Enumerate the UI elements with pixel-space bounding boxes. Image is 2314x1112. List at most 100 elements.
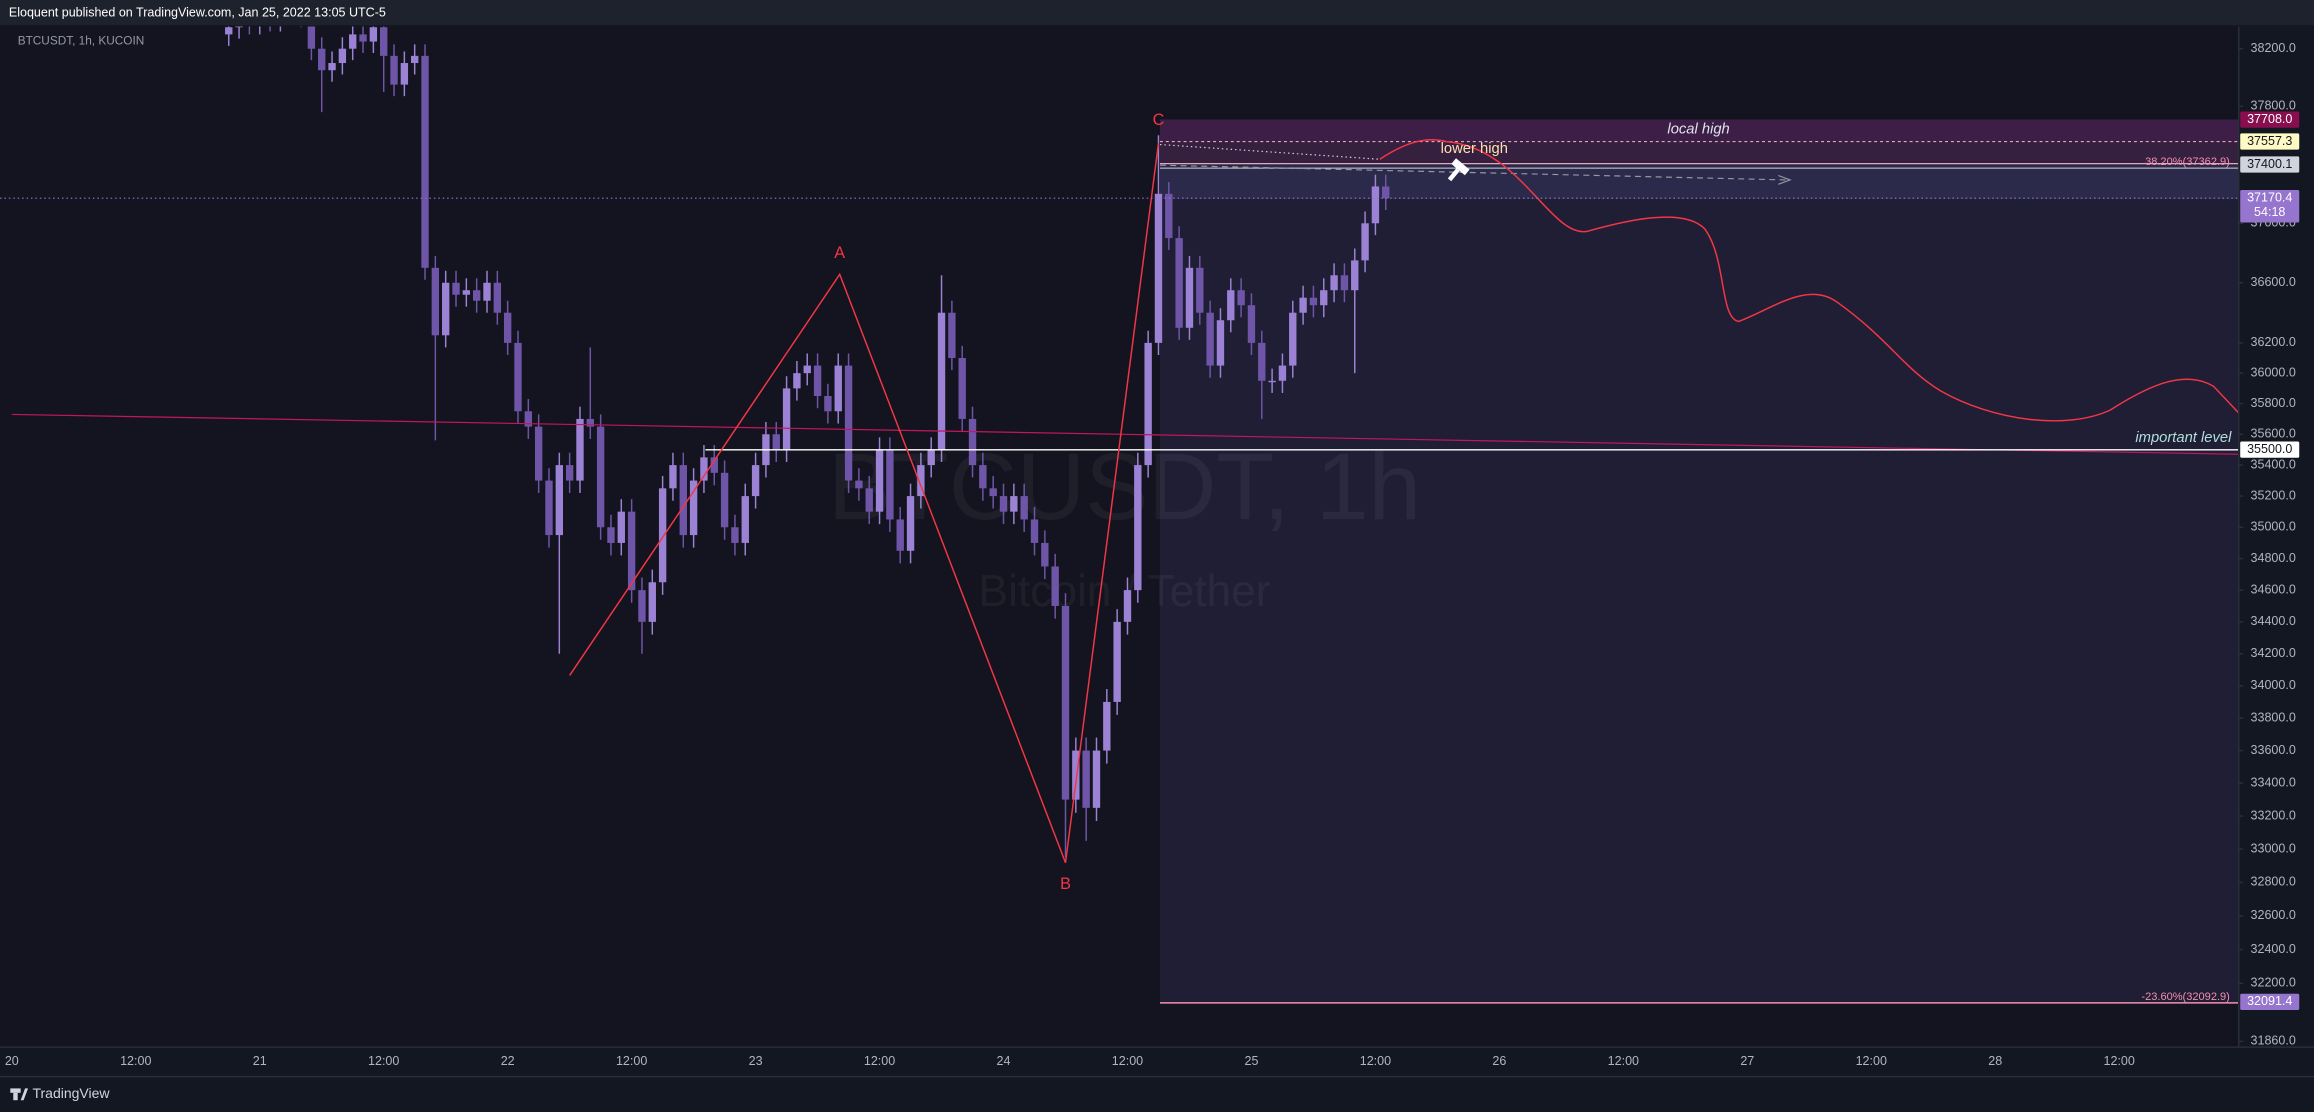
candle-body — [648, 582, 656, 622]
trend-line — [11, 413, 2239, 455]
y-tick-label: 32800.0 — [2251, 875, 2296, 889]
candle-body — [225, 27, 233, 35]
watermark: BTCUSDT, 1h — [828, 435, 1421, 540]
arrow — [1159, 164, 1786, 181]
symbol-info: BTCUSDT, 1h, KUCOIN — [18, 33, 145, 47]
tv-logo — [10, 1088, 29, 1101]
y-tick-label: 32200.0 — [2251, 976, 2296, 990]
wave-label: A — [834, 244, 845, 262]
candle-body — [534, 426, 543, 481]
candle-body — [545, 480, 553, 536]
candle-body — [514, 342, 522, 412]
y-tick-label: 36200.0 — [2251, 335, 2296, 349]
candle-body — [493, 282, 502, 313]
candle-body — [1103, 701, 1111, 751]
candle-body — [307, 26, 316, 49]
x-tick-label: 25 — [1244, 1054, 1258, 1068]
y-tick-label: 34800.0 — [2251, 551, 2296, 565]
y-tick-label: 36000.0 — [2251, 365, 2296, 379]
candle-body — [555, 465, 564, 536]
axes: 38200.037800.037000.036600.036200.036000… — [0, 41, 2300, 1068]
candle-body — [782, 388, 791, 450]
candle-body — [1134, 465, 1142, 591]
candle-body — [431, 267, 440, 336]
candle-body — [658, 488, 667, 583]
x-tick-label: 22 — [501, 1054, 515, 1068]
candle-body — [1051, 566, 1059, 606]
candle-body — [968, 418, 977, 466]
hammer-icon — [1447, 158, 1470, 182]
x-tick-label: 12:00 — [2104, 1054, 2135, 1068]
candle-body — [669, 465, 677, 489]
candle-body — [1278, 365, 1287, 381]
candle-body — [596, 426, 605, 528]
candle-body — [1041, 542, 1049, 567]
x-tick-label: 24 — [997, 1054, 1011, 1068]
candle-body — [1082, 750, 1090, 808]
candle-body — [235, 26, 243, 28]
x-tick-label: 12:00 — [1856, 1054, 1887, 1068]
drawings — [11, 138, 2240, 864]
candle-body — [472, 290, 481, 301]
price-badge — [2240, 441, 2300, 458]
price-badge-label: 35500.0 — [2247, 442, 2292, 456]
candle-body — [1247, 305, 1256, 343]
price-badge-label: 37557.3 — [2247, 134, 2292, 148]
candle-body — [452, 282, 460, 295]
candle-body — [700, 457, 708, 481]
price-badge — [2240, 156, 2300, 173]
candle-body — [1309, 297, 1318, 306]
x-tick-label: 12:00 — [616, 1054, 647, 1068]
candle-body — [1020, 496, 1028, 520]
x-tick-label: 12:00 — [1360, 1054, 1391, 1068]
candle-body — [1010, 496, 1018, 512]
candle-body — [1185, 267, 1194, 328]
y-tick-label: 37800.0 — [2251, 99, 2296, 113]
zone — [1159, 165, 2239, 200]
candle-body — [1144, 342, 1152, 466]
candle-body — [1061, 605, 1070, 800]
candle-body — [338, 48, 347, 64]
candle-body — [689, 480, 698, 536]
candle-body — [803, 365, 811, 374]
wave-label: B — [1060, 875, 1071, 893]
candle-body — [1165, 193, 1173, 239]
candle-body — [958, 357, 966, 419]
y-tick-label: 33600.0 — [2251, 743, 2296, 757]
x-tick-label: 26 — [1492, 1054, 1506, 1068]
publish-info: Eloquent published on TradingView.com, J… — [9, 6, 386, 20]
candle-body — [638, 590, 646, 622]
y-tick-label: 35800.0 — [2251, 396, 2296, 410]
candle-body — [751, 465, 760, 497]
candle-body — [400, 63, 409, 85]
y-tick-label: 33800.0 — [2251, 710, 2296, 724]
candle-body — [1154, 193, 1163, 343]
y-tick-label: 33200.0 — [2251, 808, 2296, 822]
header-bar — [0, 0, 2314, 26]
x-tick-label: 21 — [253, 1054, 267, 1068]
x-tick-label: 12:00 — [368, 1054, 399, 1068]
candle-body — [679, 465, 687, 536]
candle-body — [411, 55, 419, 64]
x-tick-label: 12:00 — [1112, 1054, 1143, 1068]
candle-body — [855, 480, 863, 489]
candle-body — [1113, 621, 1121, 702]
price-badge — [2240, 111, 2300, 128]
candle-body — [1123, 590, 1132, 622]
candle-body — [524, 411, 533, 427]
dotted-line — [1159, 143, 1380, 160]
zone — [1159, 141, 2239, 166]
y-tick-label: 35000.0 — [2251, 520, 2296, 534]
y-tick-label: 32400.0 — [2251, 942, 2296, 956]
candles — [225, 26, 1390, 858]
candle-body — [576, 418, 584, 481]
candle-body — [1196, 267, 1204, 313]
price-badge-label: 37708.0 — [2247, 112, 2292, 126]
price-badge — [2240, 993, 2300, 1010]
y-tick-label: 35600.0 — [2251, 427, 2296, 441]
candle-body — [369, 27, 378, 42]
candle-body — [1382, 186, 1390, 199]
x-tick-label: 12:00 — [120, 1054, 151, 1068]
candle-body — [1216, 320, 1225, 366]
candle-body — [1299, 297, 1307, 313]
